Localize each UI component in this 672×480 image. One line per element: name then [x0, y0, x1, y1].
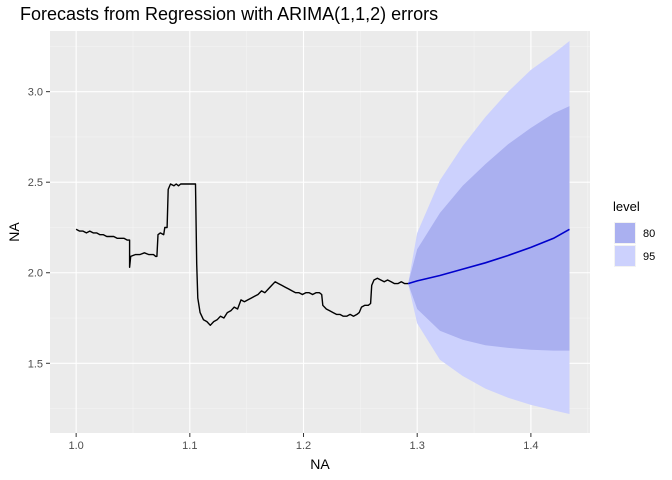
x-tick-label: 1.3: [410, 440, 425, 452]
x-tick-label: 1.1: [182, 440, 197, 452]
x-axis: 1.0 1.1 1.2 1.3 1.4: [68, 433, 539, 452]
x-tick-label: 1.2: [296, 440, 311, 452]
legend-key-80: [615, 223, 635, 243]
y-axis-title: NA: [6, 222, 22, 242]
forecast-mean-line: [407, 228, 570, 285]
series-lines: [75, 183, 570, 326]
y-tick-label: 2.0: [28, 268, 43, 280]
legend-label-95: 95: [643, 251, 655, 263]
legend-label-80: 80: [643, 228, 655, 240]
legend-title: level: [613, 199, 640, 214]
band-80: [408, 106, 570, 351]
history-line: [75, 183, 409, 326]
y-tick-label: 3.0: [28, 87, 43, 99]
chart-title: Forecasts from Regression with ARIMA(1,1…: [20, 4, 438, 24]
legend-key-95: [615, 246, 635, 266]
y-tick-label: 1.5: [28, 358, 43, 370]
y-axis: 1.5 2.0 2.5 3.0: [28, 87, 50, 370]
y-tick-label: 2.5: [28, 177, 43, 189]
prediction-intervals: [408, 41, 570, 414]
legend: level 80 95: [613, 199, 655, 267]
x-axis-title: NA: [310, 456, 330, 472]
x-tick-label: 1.4: [523, 440, 538, 452]
x-tick-label: 1.0: [68, 440, 83, 452]
